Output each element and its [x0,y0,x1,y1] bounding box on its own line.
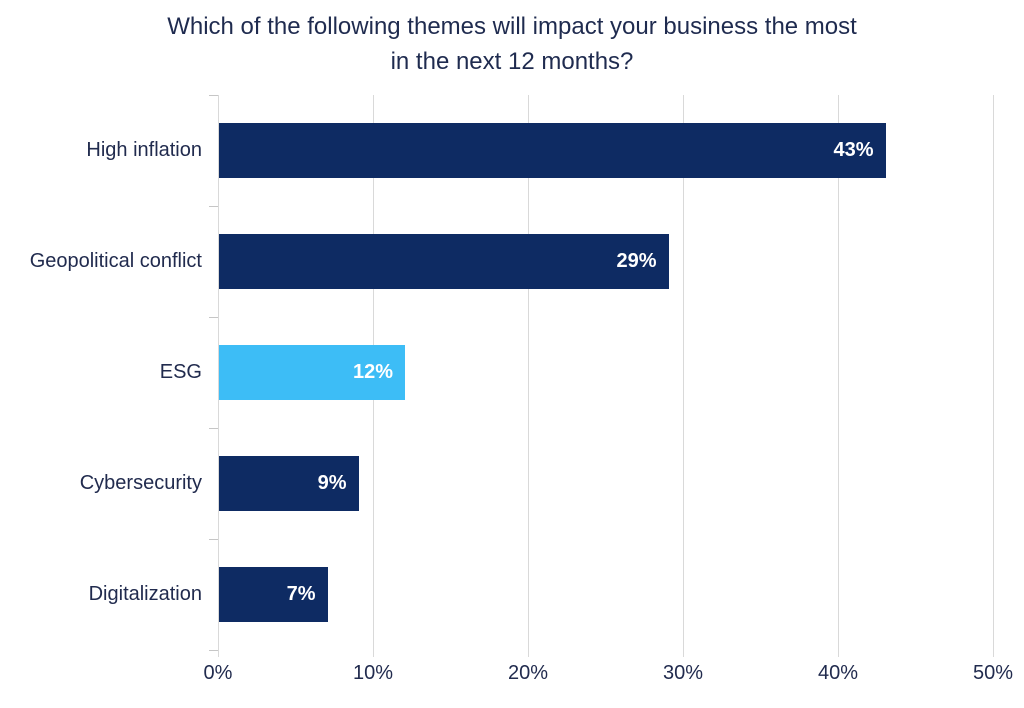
y-axis-tick [209,650,218,651]
chart-title-line-1: Which of the following themes will impac… [167,13,857,40]
value-label: 7% [286,583,316,605]
bar-digitalization: 7% [219,567,328,622]
plot-area: 43% 29% 12% 9% 7% [209,95,994,657]
x-axis-tick-label: 30% [662,662,704,684]
y-axis-tick [209,206,218,207]
gridline [683,95,684,657]
category-label-digitalization: Digitalization [88,583,202,605]
chart-title-line-2: in the next 12 months? [390,48,634,75]
value-label: 43% [833,139,874,161]
bar-esg: 12% [219,345,405,400]
y-axis-tick [209,539,218,540]
category-label-high-inflation: High inflation [86,139,202,161]
value-label: 9% [317,472,347,494]
y-axis-line [218,95,219,657]
x-axis-tick-label: 0% [203,662,233,684]
gridline [528,95,529,657]
value-label: 29% [616,250,657,272]
x-axis-tick-label: 20% [507,662,549,684]
y-axis-tick [209,317,218,318]
category-label-esg: ESG [159,361,202,383]
chart-title: Which of the following themes will impac… [60,9,964,79]
y-axis-tick [209,428,218,429]
bar-cybersecurity: 9% [219,456,359,511]
bar-geopolitical-conflict: 29% [219,234,669,289]
x-axis-tick-label: 50% [972,662,1014,684]
x-axis-tick-label: 10% [352,662,394,684]
bar-high-inflation: 43% [219,123,886,178]
y-axis-tick [209,95,218,96]
gridline [993,95,994,657]
gridline [838,95,839,657]
category-label-cybersecurity: Cybersecurity [79,472,202,494]
value-label: 12% [352,361,393,383]
category-label-geopolitical-conflict: Geopolitical conflict [29,250,202,272]
x-axis-tick-label: 40% [817,662,859,684]
